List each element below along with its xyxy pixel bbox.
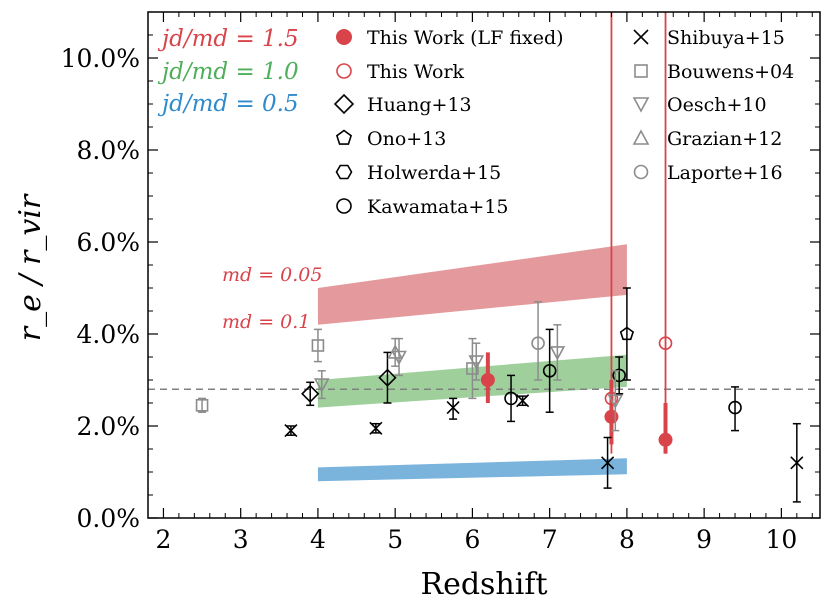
band-label-md-01: md = 0.1 (222, 311, 310, 333)
point-5-1 (369, 421, 383, 435)
x-tick-label-6: 8 (619, 525, 635, 554)
point-6-0 (195, 398, 209, 412)
x-tick-label-4: 6 (464, 525, 480, 554)
legend-marker-left-1 (336, 63, 352, 79)
band-0 (317, 244, 627, 325)
x-tick-label-0: 2 (155, 525, 171, 554)
legend-label-holwerda15: Holwerda+15 (367, 162, 501, 184)
x-tick-label-8: 10 (765, 525, 797, 554)
tick-layer: 2 3 4 5 6 7 8 9 10 0.0% 2.0% 4.0% 6.0% 8.0% 10.0% (61, 12, 820, 554)
point-4-1 (542, 363, 557, 378)
point-8-0 (387, 344, 404, 359)
x-tick-label-7: 9 (696, 525, 712, 554)
point-5-4 (601, 456, 615, 470)
legend-label-this-work-lf: This Work (LF fixed) (367, 27, 564, 49)
y-tick-label-1: 2.0% (76, 412, 140, 441)
legend-label-ono13: Ono+13 (367, 128, 446, 150)
point-5-0 (284, 424, 298, 438)
legend-label-kawamata15: Kawamata+15 (367, 196, 509, 218)
point-1-0 (604, 391, 619, 406)
x-tick-label-2: 4 (310, 525, 326, 554)
legend-label-shibuya15: Shibuya+15 (667, 27, 785, 49)
legend-marker-left-3 (335, 129, 353, 145)
legend-marker-left-5 (336, 198, 352, 214)
legend-marker-left-0 (336, 29, 352, 45)
point-7-4 (607, 394, 624, 409)
legend-marker-right-2 (632, 97, 650, 113)
point-7-3 (549, 346, 566, 361)
y-tick-label-4: 8.0% (76, 136, 140, 165)
point-0-2 (658, 432, 673, 447)
point-6-2 (466, 362, 479, 375)
legend-label-this-work: This Work (367, 61, 465, 83)
point-4-0 (504, 391, 518, 406)
point-4-2 (612, 368, 626, 383)
legend-marker-right-0 (633, 29, 649, 45)
point-7-0 (313, 378, 330, 393)
legend-marker-right-3 (632, 129, 650, 145)
legend-marker-left-4 (335, 164, 353, 180)
point-2-1 (378, 368, 397, 387)
point-5-2 (446, 401, 460, 415)
point-1-1 (658, 336, 673, 351)
point-7-2 (468, 355, 485, 370)
point-6-1 (311, 339, 325, 352)
legend-label-laporte16: Laporte+16 (667, 162, 783, 184)
point-5-3 (516, 394, 530, 408)
y-tick-label-5: 10.0% (61, 44, 140, 73)
y-tick-label-2: 4.0% (76, 320, 140, 349)
y-tick-label-0: 0.0% (76, 504, 140, 533)
point-2-0 (301, 384, 320, 403)
point-4-3 (728, 400, 742, 415)
band-2 (317, 458, 627, 482)
legend-marker-right-4 (633, 164, 649, 180)
legend-marker-left-2 (333, 93, 355, 115)
x-tick-label-3: 5 (387, 525, 403, 554)
ratio-label-1-0: jd/md = 1.0 (157, 59, 299, 85)
y-axis-title: r_e / r_vir (13, 193, 48, 341)
point-3-0 (619, 326, 635, 341)
point-0-0 (480, 373, 495, 387)
point-5-5 (790, 456, 804, 470)
x-axis-title: Redshift (420, 567, 547, 602)
ratio-label-0-5: jd/md = 0.5 (157, 91, 299, 117)
legend-markers (333, 29, 650, 214)
ratio-label-1-5: jd/md = 1.5 (157, 26, 299, 52)
points-layer (195, 287, 804, 503)
legend-label-bouwens04: Bouwens+04 (667, 61, 794, 83)
legend-label-oesch10: Oesch+10 (667, 94, 767, 116)
x-tick-label-1: 3 (233, 525, 249, 554)
legend-marker-right-1 (634, 64, 648, 78)
legend-label-grazian12: Grazian+12 (667, 128, 782, 150)
band-label-md-005: md = 0.05 (222, 264, 322, 286)
y-tick-label-3: 6.0% (76, 228, 140, 257)
point-9-0 (531, 336, 545, 351)
x-tick-label-5: 7 (542, 525, 558, 554)
legend-label-huang13: Huang+13 (367, 94, 472, 116)
